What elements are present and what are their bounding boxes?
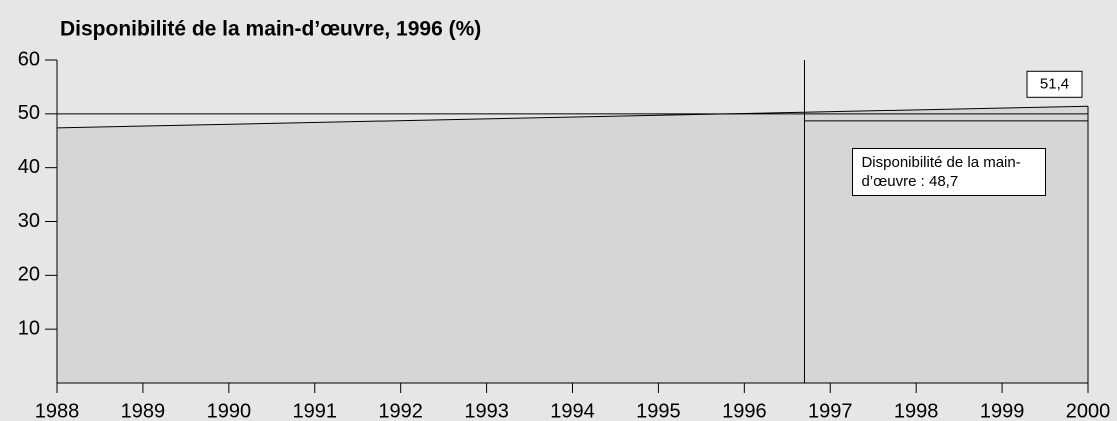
x-tick-label: 1988 bbox=[35, 400, 80, 421]
x-tick-label: 1994 bbox=[550, 400, 595, 421]
y-tick-label: 10 bbox=[18, 317, 40, 339]
x-tick-label: 1995 bbox=[636, 400, 681, 421]
y-tick-label: 30 bbox=[18, 210, 40, 232]
area-fill bbox=[57, 106, 1088, 384]
x-tick-label: 1997 bbox=[808, 400, 853, 421]
value-label: 51,4 bbox=[1040, 75, 1069, 92]
area-line bbox=[56, 105, 1089, 129]
x-tick-label: 1990 bbox=[207, 400, 252, 421]
x-tick-label: 1989 bbox=[121, 400, 166, 421]
x-tick-label: 1993 bbox=[464, 400, 509, 421]
x-tick-label: 1999 bbox=[980, 400, 1025, 421]
y-tick-label: 60 bbox=[18, 48, 40, 70]
x-tick-label: 1992 bbox=[378, 400, 423, 421]
x-tick-label: 1998 bbox=[894, 400, 939, 421]
y-tick-label: 20 bbox=[18, 264, 40, 286]
y-tick-label: 40 bbox=[18, 156, 40, 178]
x-tick-label: 1991 bbox=[293, 400, 338, 421]
value-label-box bbox=[1026, 70, 1083, 98]
y-tick-label: 50 bbox=[18, 102, 40, 124]
annotation: Disponibilité de la main-d’œuvre : 48,7 bbox=[852, 147, 1047, 196]
x-tick-label: 2000 bbox=[1066, 400, 1111, 421]
chart-title: Disponibilité de la main-d’œuvre, 1996 (… bbox=[60, 18, 481, 41]
x-tick-label: 1996 bbox=[722, 400, 767, 421]
